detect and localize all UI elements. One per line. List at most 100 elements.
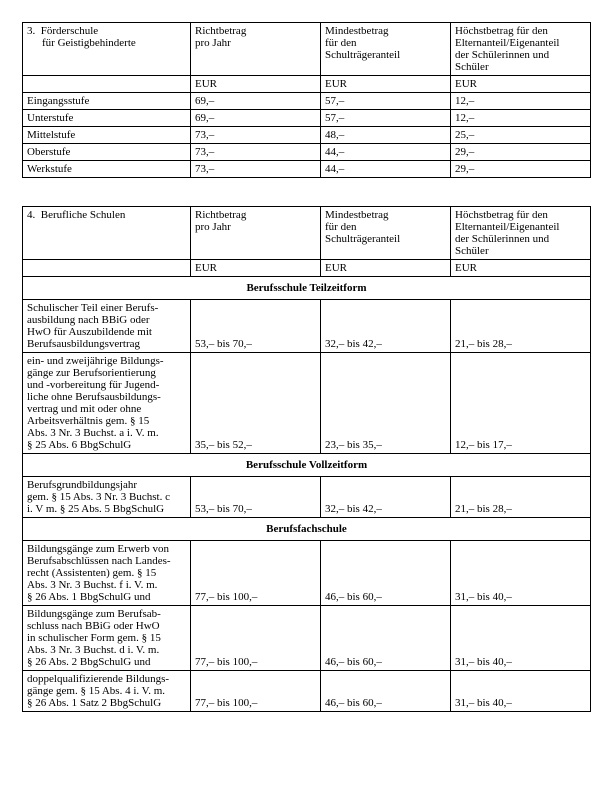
h: Schulträgeranteil	[325, 49, 400, 61]
table3-title: 3. Förderschule für Geistigbehinderte	[23, 23, 191, 76]
h: Richtbetrag	[195, 209, 246, 221]
desc: Bildungsgänge zum Erwerb von Berufsabsch…	[23, 541, 191, 606]
title-line1: Förderschule	[41, 25, 98, 37]
currency: EUR	[451, 260, 591, 277]
col-hoechstbetrag: Höchstbetrag für den Elternanteil/Eigena…	[451, 207, 591, 260]
currency: EUR	[191, 260, 321, 277]
label: Unterstufe	[23, 110, 191, 127]
v1: 69,–	[191, 110, 321, 127]
label: Oberstufe	[23, 144, 191, 161]
blank	[23, 76, 191, 93]
header-row: 4. Berufliche Schulen Richtbetrag pro Ja…	[23, 207, 591, 260]
table-row: doppelqualifizierende Bildungs- gänge ge…	[23, 671, 591, 712]
l: Bildungsgänge zum Berufsab-	[27, 608, 161, 620]
section-row: Berufsschule Teilzeitform	[23, 277, 591, 300]
section-row: Berufsschule Vollzeitform	[23, 454, 591, 477]
desc: ein- und zweijährige Bildungs- gänge zur…	[23, 353, 191, 454]
l: Abs. 3 Nr. 3 Buchst. f i. V. m.	[27, 579, 157, 591]
label: Werkstufe	[23, 161, 191, 178]
h: pro Jahr	[195, 37, 231, 49]
v3: 21,– bis 28,–	[451, 477, 591, 518]
col-mindestbetrag: Mindestbetrag für den Schulträgeranteil	[321, 23, 451, 76]
table-row: Unterstufe 69,– 57,– 12,–	[23, 110, 591, 127]
v3: 12,–	[451, 110, 591, 127]
v1: 77,– bis 100,–	[191, 541, 321, 606]
v2: 23,– bis 35,–	[321, 353, 451, 454]
v1: 53,– bis 70,–	[191, 477, 321, 518]
v2: 32,– bis 42,–	[321, 300, 451, 353]
label: Eingangsstufe	[23, 93, 191, 110]
col-richtbetrag: Richtbetrag pro Jahr	[191, 207, 321, 260]
header-row: 3. Förderschule für Geistigbehinderte Ri…	[23, 23, 591, 76]
l: vertrag und mit oder ohne	[27, 403, 141, 415]
col-hoechstbetrag: Höchstbetrag für den Elternanteil/Eigena…	[451, 23, 591, 76]
currency: EUR	[451, 76, 591, 93]
l: und -vorbereitung für Jugend-	[27, 379, 159, 391]
l: ein- und zweijährige Bildungs-	[27, 355, 164, 367]
currency-row: EUR EUR EUR	[23, 260, 591, 277]
h: Mindestbetrag	[325, 209, 389, 221]
currency-row: EUR EUR EUR	[23, 76, 591, 93]
table-row: Eingangsstufe 69,– 57,– 12,–	[23, 93, 591, 110]
l: Abs. 3 Nr. 3 Buchst. a i. V. m.	[27, 427, 159, 439]
table-row: Bildungsgänge zum Berufsab- schluss nach…	[23, 606, 591, 671]
h: Schüler	[455, 61, 489, 73]
v3: 25,–	[451, 127, 591, 144]
h: Schüler	[455, 245, 489, 257]
h: Mindestbetrag	[325, 25, 389, 37]
h: Höchstbetrag für den	[455, 209, 548, 221]
h: der Schülerinnen und	[455, 49, 549, 61]
h: Richtbetrag	[195, 25, 246, 37]
l: schluss nach BBiG oder HwO	[27, 620, 160, 632]
v3: 21,– bis 28,–	[451, 300, 591, 353]
v2: 57,–	[321, 93, 451, 110]
title-line1: Berufliche Schulen	[41, 209, 126, 221]
desc: Berufsgrundbildungsjahr gem. § 15 Abs. 3…	[23, 477, 191, 518]
v1: 77,– bis 100,–	[191, 671, 321, 712]
l: § 25 Abs. 6 BbgSchulG	[27, 439, 131, 451]
table-row: Mittelstufe 73,– 48,– 25,–	[23, 127, 591, 144]
currency: EUR	[321, 260, 451, 277]
h: für den	[325, 221, 356, 233]
h: pro Jahr	[195, 221, 231, 233]
v3: 12,– bis 17,–	[451, 353, 591, 454]
section-fachschule: Berufsfachschule	[23, 518, 591, 541]
v1: 77,– bis 100,–	[191, 606, 321, 671]
l: doppelqualifizierende Bildungs-	[27, 673, 169, 685]
v1: 73,–	[191, 144, 321, 161]
v2: 46,– bis 60,–	[321, 606, 451, 671]
desc: doppelqualifizierende Bildungs- gänge ge…	[23, 671, 191, 712]
v3: 31,– bis 40,–	[451, 671, 591, 712]
v3: 31,– bis 40,–	[451, 541, 591, 606]
blank	[23, 260, 191, 277]
v2: 32,– bis 42,–	[321, 477, 451, 518]
col-richtbetrag: Richtbetrag pro Jahr	[191, 23, 321, 76]
title-num: 4.	[27, 209, 35, 221]
title-line2: für Geistigbehinderte	[27, 37, 186, 49]
currency: EUR	[321, 76, 451, 93]
v1: 53,– bis 70,–	[191, 300, 321, 353]
l: § 26 Abs. 1 BbgSchulG und	[27, 591, 150, 603]
table-row: Berufsgrundbildungsjahr gem. § 15 Abs. 3…	[23, 477, 591, 518]
v3: 29,–	[451, 161, 591, 178]
desc: Bildungsgänge zum Berufsab- schluss nach…	[23, 606, 191, 671]
table-foerderschule: 3. Förderschule für Geistigbehinderte Ri…	[22, 22, 591, 178]
l: Berufsgrundbildungsjahr	[27, 479, 137, 491]
table-row: ein- und zweijährige Bildungs- gänge zur…	[23, 353, 591, 454]
section-row: Berufsfachschule	[23, 518, 591, 541]
v2: 44,–	[321, 161, 451, 178]
h: Elternanteil/Eigenanteil	[455, 37, 559, 49]
l: gem. § 15 Abs. 3 Nr. 3 Buchst. c	[27, 491, 170, 503]
l: Bildungsgänge zum Erwerb von	[27, 543, 169, 555]
table-row: Werkstufe 73,– 44,– 29,–	[23, 161, 591, 178]
l: liche ohne Berufsausbildungs-	[27, 391, 161, 403]
l: Berufsabschlüssen nach Landes-	[27, 555, 171, 567]
table4-title: 4. Berufliche Schulen	[23, 207, 191, 260]
l: Schulischer Teil einer Berufs-	[27, 302, 158, 314]
section-teilzeit: Berufsschule Teilzeitform	[23, 277, 591, 300]
h: Höchstbetrag für den	[455, 25, 548, 37]
v1: 73,–	[191, 127, 321, 144]
v1: 73,–	[191, 161, 321, 178]
currency: EUR	[191, 76, 321, 93]
v3: 29,–	[451, 144, 591, 161]
